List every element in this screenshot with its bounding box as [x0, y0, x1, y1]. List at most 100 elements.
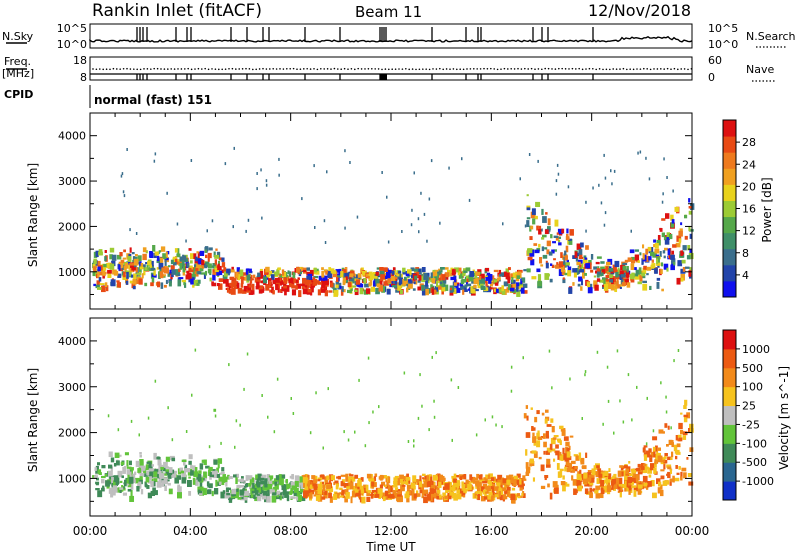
echo-cell [104, 250, 107, 253]
echo-cell [593, 280, 598, 287]
echo-cell [99, 283, 105, 286]
echo-cell [179, 467, 184, 472]
echo-cell [93, 258, 97, 265]
echo-cell [139, 476, 143, 481]
echo-cell [557, 453, 562, 460]
echo-cell [595, 485, 601, 490]
echo-cell [196, 283, 200, 286]
echo-cell [306, 267, 310, 271]
echo-cell [204, 270, 208, 276]
echo-cell [506, 477, 511, 480]
echo-cell [443, 283, 446, 287]
echo-cell [121, 486, 125, 489]
nave-dot [211, 68, 213, 70]
echo-cell [181, 477, 187, 484]
echo-cell [154, 251, 159, 256]
echo-cell [134, 265, 137, 268]
echo-cell [606, 282, 612, 289]
echo-cell [411, 278, 415, 284]
echo-cell [415, 493, 421, 497]
echo-cell [624, 480, 627, 485]
nave-dot [690, 67, 693, 70]
echo-cell [223, 267, 227, 274]
echo-cell [572, 282, 575, 286]
echo-cell [661, 288, 664, 292]
echo-cell [484, 478, 488, 483]
echo-cell [212, 272, 217, 275]
echo-cell [445, 267, 449, 270]
echo-cell [462, 475, 466, 478]
echo-cell [501, 425, 503, 429]
echo-cell [265, 179, 268, 183]
echo-cell [487, 480, 493, 485]
echo-cell [651, 263, 656, 269]
echo-cell [541, 412, 545, 416]
nave-dot [680, 68, 682, 70]
nave-dot [405, 68, 407, 70]
echo-cell [670, 264, 675, 271]
echo-cell [420, 191, 422, 195]
echo-cell [530, 407, 533, 410]
echo-cell [269, 270, 273, 275]
echo-cell [455, 475, 460, 478]
echo-cell [139, 452, 142, 455]
echo-cell [657, 455, 663, 463]
echo-cell [462, 289, 465, 295]
echo-cell [138, 466, 142, 470]
echo-cell [642, 267, 647, 275]
echo-cell [676, 472, 680, 475]
echo-cell [243, 387, 245, 391]
echo-cell [670, 214, 674, 221]
echo-cell [536, 268, 541, 273]
echo-cell [688, 252, 694, 260]
echo-cell [532, 477, 536, 482]
echo-cell [487, 495, 491, 500]
echo-cell [107, 479, 113, 485]
echo-cell [413, 493, 417, 499]
echo-cell [523, 413, 527, 419]
echo-cell [606, 261, 611, 266]
echo-cell [643, 484, 647, 489]
echo-cell [357, 273, 362, 278]
echo-cell [622, 420, 625, 424]
echo-cell [492, 488, 495, 495]
echo-cell [167, 272, 170, 277]
echo-cell [453, 288, 457, 294]
echo-cell [682, 267, 686, 272]
echo-cell [339, 492, 343, 495]
nave-dot [551, 68, 553, 70]
echo-cell [242, 272, 247, 276]
echo-cell [408, 283, 413, 289]
echo-cell [519, 177, 521, 181]
echo-cell [470, 286, 473, 294]
echo-cell [688, 206, 692, 209]
echo-cell [646, 484, 649, 490]
echo-cell [547, 218, 551, 226]
echo-cell [257, 495, 262, 502]
echo-cell [218, 257, 223, 261]
echo-cell [387, 277, 392, 284]
echo-cell [687, 473, 692, 478]
echo-cell [607, 481, 611, 487]
echo-cell [96, 260, 101, 267]
echo-cell [423, 273, 428, 280]
echo-cell [327, 387, 329, 391]
echo-cell [112, 269, 117, 275]
echo-cell [546, 424, 552, 427]
nave-dot [99, 68, 101, 70]
echo-cell [665, 213, 670, 219]
echo-cell [106, 262, 110, 269]
echo-cell [419, 489, 423, 494]
echo-cell [188, 460, 192, 465]
echo-cell [565, 245, 569, 253]
echo-cell [214, 266, 217, 270]
echo-cell [328, 480, 331, 484]
nave-dot [524, 67, 526, 70]
echo-cell [226, 268, 231, 274]
echo-cell [228, 289, 232, 294]
echo-cell [647, 246, 652, 252]
echo-cell [342, 280, 346, 286]
echo-cell [542, 234, 547, 238]
echo-cell [621, 483, 627, 489]
echo-cell [117, 428, 120, 432]
